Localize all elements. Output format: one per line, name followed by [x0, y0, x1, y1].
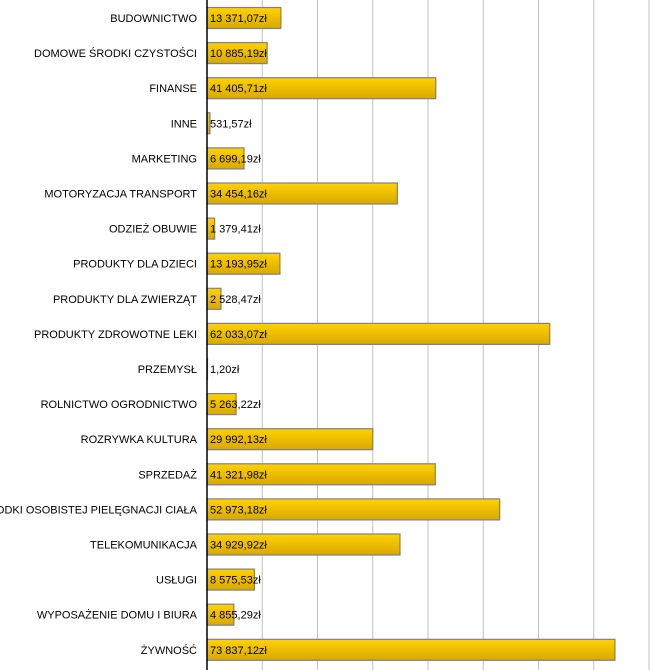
value-label: 52 973,18zł [210, 504, 267, 516]
category-label: PRODUKTY DLA DZIECI [73, 259, 197, 271]
value-label: 1 379,41zł [210, 224, 261, 236]
value-label: 34 929,92zł [210, 540, 267, 552]
category-label: MOTORYZACJA TRANSPORT [44, 189, 197, 201]
category-label: TELEKOMUNIKACJA [90, 540, 198, 552]
value-label: 29 992,13zł [210, 434, 267, 446]
bar [206, 638, 616, 661]
category-label: ROZRYWKA KULTURA [81, 434, 198, 446]
category-label: PRODUKTY ZDROWOTNE LEKI [34, 329, 197, 341]
value-label: 1,20zł [210, 364, 240, 376]
category-label: DOMOWE ŚRODKI CZYSTOŚCI [34, 47, 197, 60]
value-label: 41 321,98zł [210, 469, 267, 481]
value-label: 5 263,22zł [210, 399, 261, 411]
value-label: 73 837,12zł [210, 645, 267, 657]
value-label: 34 454,16zł [210, 189, 267, 201]
value-label: 6 699,19zł [210, 153, 261, 165]
category-label: ODZIEŻ OBUWIE [109, 223, 197, 236]
category-label: ŻYWNOŚĆ [141, 644, 197, 657]
category-label: BUDOWNICTWO [110, 13, 197, 25]
category-label: SPRZEDAŻ [138, 468, 197, 481]
category-label: MARKETING [132, 153, 197, 165]
value-label: 8 575,53zł [210, 575, 261, 587]
category-label: USŁUGI [156, 575, 197, 587]
value-label: 2 528,47zł [210, 294, 261, 306]
category-labels: BUDOWNICTWO DOMOWE ŚRODKI CZYSTOŚCI FINANS… [0, 13, 198, 657]
value-label: 10 885,19zł [210, 48, 267, 60]
category-label: ŚRODKI OSOBISTEJ PIELĘGNACJI CIAŁA [0, 503, 198, 516]
value-label: 13 371,07zł [210, 13, 267, 25]
category-label: PRODUKTY DLA ZWIERZĄT [53, 294, 197, 306]
value-label: 13 193,95zł [210, 259, 267, 271]
bars [206, 6, 616, 661]
value-label: 62 033,07zł [210, 329, 267, 341]
value-labels: 13 371,07zł 10 885,19zł 41 405,71zł 531,57z… [210, 13, 267, 657]
category-label: PRZEMYSŁ [138, 364, 197, 376]
value-label: 4 855,29zł [210, 610, 261, 622]
value-label: 41 405,71zł [210, 83, 267, 95]
category-label: WYPOSAŻENIE DOMU I BIURA [37, 609, 198, 622]
category-label: ROLNICTWO OGRODNICTWO [41, 399, 198, 411]
category-label: FINANSE [149, 83, 197, 95]
category-label: INNE [171, 118, 197, 130]
value-label: 531,57zł [210, 118, 252, 130]
